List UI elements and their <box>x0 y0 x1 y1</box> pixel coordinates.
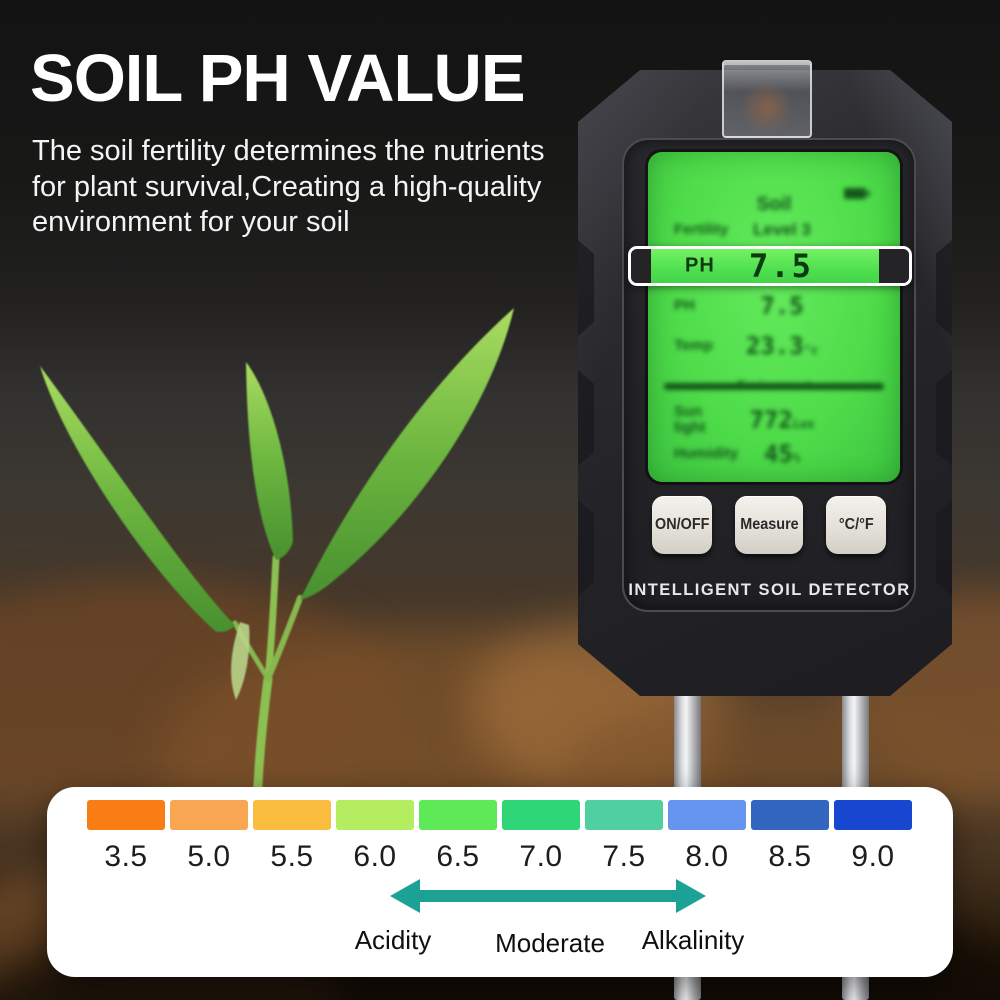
moderate-label: Moderate <box>495 928 605 958</box>
lcd-row-temp: Temp 23.3°c <box>674 332 874 360</box>
ph-color-chip <box>668 800 746 830</box>
ph-color-chip <box>585 800 663 830</box>
ph-scale-value: 7.5 <box>602 840 646 873</box>
ph-scale-step: 5.0 <box>170 800 248 874</box>
lcd-divider-environment: Environment <box>664 378 884 392</box>
page-title: SOIL PH VALUE <box>30 41 526 116</box>
on-off-button: ON/OFF <box>652 496 712 554</box>
grip-notch <box>578 500 594 596</box>
hero-text-block: SOIL PH VALUE The soil fertility determi… <box>30 41 547 240</box>
ph-scale-step: 6.0 <box>336 800 414 874</box>
ph-reading-callout: PH 7.5 <box>628 246 912 286</box>
ph-color-chip <box>170 800 248 830</box>
fertility-value: Level 3 <box>753 219 811 239</box>
ph-scale-value: 8.5 <box>768 840 812 873</box>
ph-scale-step: 9.0 <box>834 800 912 874</box>
callout-display: PH 7.5 <box>651 249 879 283</box>
lcd-screen: Soil Fertility Level 3 PH 7.5 Temp 23.3°… <box>648 152 900 482</box>
humidity-label: Humidity <box>674 445 739 462</box>
lcd-title: Soil <box>756 194 792 215</box>
device-brand-text: INTELLIGENT SOIL DETECTOR <box>628 580 911 599</box>
lcd-row-humidity: Humidity 45% <box>674 440 874 468</box>
ph-scale-row: 3.5 5.0 5.5 6.0 6.5 7.0 <box>87 800 912 874</box>
lcd-content: Soil Fertility Level 3 PH 7.5 Temp 23.3°… <box>648 152 900 482</box>
ph-label: PH <box>674 297 695 314</box>
ph-scale-step: 7.5 <box>585 800 663 874</box>
ph-scale-step: 8.0 <box>668 800 746 874</box>
callout-ph-label: PH <box>685 254 715 277</box>
callout-ph-value: 7.5 <box>749 247 813 285</box>
ph-color-chip <box>751 800 829 830</box>
acidity-alkalinity-arrow <box>390 879 706 913</box>
ph-scale-value: 7.0 <box>519 840 563 873</box>
ph-color-chip <box>834 800 912 830</box>
grip-notch <box>936 370 952 466</box>
callout-end-cap <box>879 249 909 283</box>
temp-label: Temp <box>674 337 713 354</box>
ph-color-chip <box>87 800 165 830</box>
ph-scale-panel: 3.5 5.0 5.5 6.0 6.5 7.0 <box>47 787 953 977</box>
ph-scale-value: 6.0 <box>353 840 397 873</box>
lcd-row-ph: PH 7.5 <box>674 292 874 320</box>
sunlight-label: Sun light <box>674 403 706 436</box>
divider-line <box>664 383 884 390</box>
page-subtitle: The soil fertility determines the nutrie… <box>32 135 545 239</box>
ph-scale-step: 7.0 <box>502 800 580 874</box>
ph-scale-value: 6.5 <box>436 840 480 873</box>
grip-notch <box>936 500 952 596</box>
grip-notch <box>578 240 594 336</box>
acidity-label: Acidity <box>354 925 432 955</box>
alkalinity-label: Alkalinity <box>641 925 745 955</box>
celsius-fahrenheit-button: °C/°F <box>826 496 886 554</box>
ph-scale-value: 5.0 <box>187 840 231 873</box>
divider-label: Environment <box>737 378 811 392</box>
device-bezel: Soil Fertility Level 3 PH 7.5 Temp 23.3°… <box>622 138 916 612</box>
ph-scale-step: 3.5 <box>87 800 165 874</box>
soil-detector-device: Soil Fertility Level 3 PH 7.5 Temp 23.3°… <box>578 70 952 696</box>
ph-scale-step: 5.5 <box>253 800 331 874</box>
ph-color-chip <box>502 800 580 830</box>
callout-end-cap <box>631 249 651 283</box>
grip-notch <box>936 240 952 336</box>
lcd-row-sunlight: Sun light 772Lux <box>674 404 874 436</box>
probe-cover-window <box>722 60 812 138</box>
ph-value: 7.5 <box>760 291 804 320</box>
ph-scale-value: 9.0 <box>851 840 895 873</box>
grip-notch <box>578 370 594 466</box>
humidity-value: 45% <box>763 439 801 468</box>
temp-value: 23.3°c <box>745 331 819 360</box>
ph-color-chip <box>253 800 331 830</box>
fertility-label: Fertility <box>674 221 729 238</box>
measure-button: Measure <box>735 496 803 554</box>
ph-scale-value: 8.0 <box>685 840 729 873</box>
lcd-row-fertility: Fertility Level 3 <box>674 219 874 239</box>
ph-color-chip <box>419 800 497 830</box>
ph-scale-step: 6.5 <box>419 800 497 874</box>
button-row: ON/OFF Measure °C/°F <box>624 496 914 554</box>
battery-icon <box>844 188 870 199</box>
seedling-photo <box>40 308 514 810</box>
ph-scale-step: 8.5 <box>751 800 829 874</box>
ph-scale-value: 3.5 <box>104 840 148 873</box>
ph-scale-value: 5.5 <box>270 840 314 873</box>
sunlight-value: 772Lux <box>749 405 815 434</box>
ph-color-chip <box>336 800 414 830</box>
